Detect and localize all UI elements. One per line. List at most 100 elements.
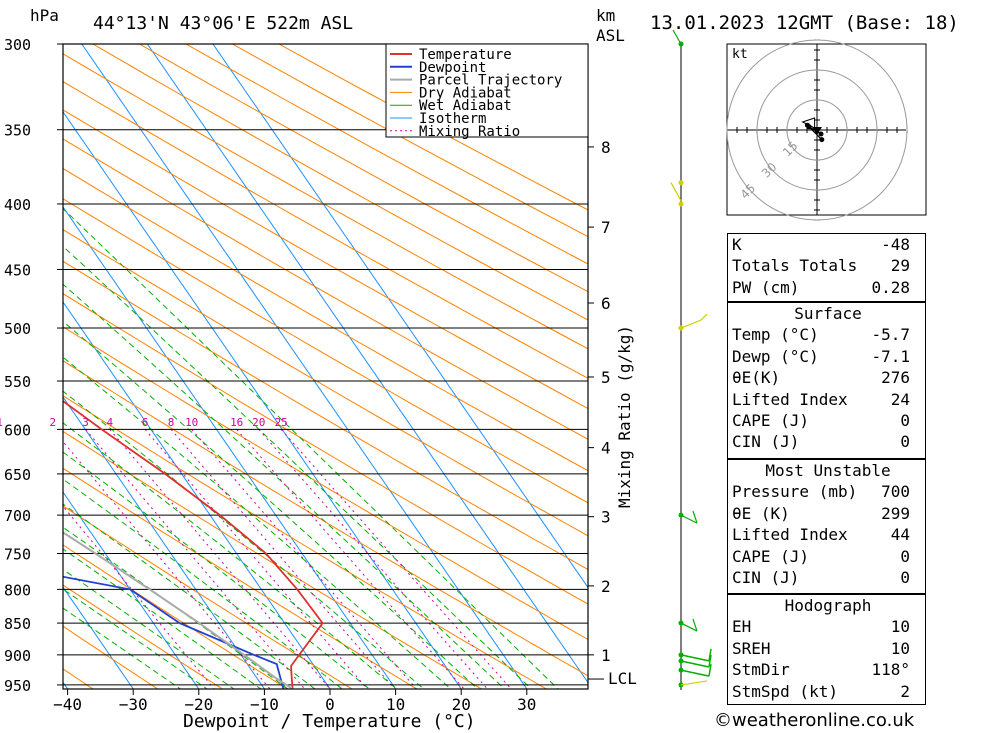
dry-adiabat-line	[184, 44, 588, 265]
surface-table: Surface Temp (°C) -5.7 Dewp (°C) -7.1 θE(K) 2…	[728, 303, 928, 453]
wind-barb-feather	[708, 654, 712, 668]
height-tick-label: 7	[601, 218, 611, 237]
dry-adiabat-line	[63, 198, 588, 504]
legend-entry: Wet Adiabat	[419, 98, 512, 114]
dry-adiabat-line	[63, 430, 483, 689]
dry-adiabat-line	[63, 505, 353, 689]
dry-adiabat-line	[63, 360, 588, 677]
wind-barb	[680, 514, 698, 524]
mixing-ratio-line	[63, 505, 215, 689]
wet-adiabat-line	[63, 356, 452, 689]
dry-adiabat-line	[63, 544, 289, 689]
wind-barb-feather	[700, 313, 708, 321]
dry-adiabat-line	[63, 326, 588, 641]
wind-barb-feather	[692, 618, 698, 632]
legend-entry: Dewpoint	[419, 60, 486, 76]
dry-adiabat-line	[138, 44, 588, 293]
mixing-ratio-label: 3	[82, 416, 89, 429]
hodograph-table-label: EH	[732, 617, 752, 637]
mixing-ratio-label: 8	[168, 416, 175, 429]
pressure-tick-label: 300	[4, 36, 31, 54]
most-unstable-row: Lifted Index 44	[728, 524, 928, 545]
height-tick-label: 6	[601, 294, 611, 313]
hodograph-table-row: EH 10	[728, 616, 928, 637]
isotherm-line	[63, 586, 134, 689]
most-unstable-row: CAPE (J) 0	[728, 546, 928, 567]
isotherm-line	[63, 301, 331, 689]
pressure-tick-label: 500	[4, 320, 31, 338]
mixing-ratio-labels: 1 2 3 4 6 8 10 16 20 25	[0, 416, 288, 429]
datetime-title: 13.01.2023 12GMT (Base: 18)	[650, 12, 959, 34]
dry-adiabat-line	[63, 138, 588, 440]
indices-row: K -48	[728, 234, 928, 255]
km-unit-label: km	[596, 6, 615, 25]
surface-label: CAPE (J)	[732, 411, 810, 431]
isobars	[63, 43, 588, 686]
wind-barb	[680, 660, 710, 668]
hodograph-point	[819, 137, 825, 143]
surface-value: 24	[890, 389, 910, 409]
temperature-tick-label: −20	[184, 695, 213, 714]
dry-adiabat-line	[63, 467, 418, 689]
most-unstable-value: 299	[881, 503, 910, 523]
plot-frame	[62, 43, 589, 690]
most-unstable-value: 0	[900, 546, 910, 566]
indices-row: Totals Totals 29	[728, 255, 928, 276]
wet-adiabat-line	[63, 451, 371, 689]
indices-label: K	[732, 235, 742, 254]
pressure-axis: 300 350 400 450 500 550 600 650 700 750 800 850 900 9…	[4, 36, 63, 695]
surface-label: Lifted Index	[732, 389, 848, 409]
bunkers-marker	[801, 117, 816, 129]
hodograph-table-row: StmDir 118°	[728, 659, 928, 680]
surface-value: 276	[881, 368, 910, 388]
dry-adiabat-line	[231, 44, 588, 238]
mixing-ratio-label: 10	[185, 416, 198, 429]
indices-label: PW (cm)	[732, 277, 800, 297]
hodograph-table-value: 2	[900, 681, 910, 701]
wet-adiabat-line	[63, 478, 344, 689]
wind-barb	[672, 29, 682, 45]
isotherm-line	[63, 491, 200, 689]
mixing-ratio-label: 6	[142, 416, 149, 429]
most-unstable-value: 0	[900, 568, 910, 588]
hodograph-ring	[756, 69, 878, 191]
isotherm-line	[63, 396, 266, 689]
hodograph-table-value: 10	[890, 638, 910, 658]
hodograph-table-value: 118°	[871, 660, 910, 680]
copyright-footer[interactable]: ©weatheronline.co.uk	[714, 710, 915, 731]
temperature-axis: −40 −30 −20 −10 0 10 20 30	[53, 689, 536, 714]
indices-value: 0.28	[871, 277, 910, 297]
most-unstable-label: θE (K)	[732, 503, 790, 523]
wet-adiabat-line	[63, 503, 316, 689]
wind-barb	[680, 654, 710, 662]
pressure-tick-label: 850	[4, 615, 31, 633]
legend-entry: Parcel Trajectory	[419, 73, 562, 89]
surface-row: Dewp (°C) -7.1	[728, 346, 928, 367]
legend-entry: Temperature	[419, 47, 512, 63]
legend-entry: Isotherm	[419, 111, 486, 127]
surface-label: Dewp (°C)	[732, 346, 819, 366]
hodograph-box: Hodograph EH 10 SREH 10 StmDir 118° StmSpd (kt…	[727, 594, 926, 705]
height-tick-label: 1	[601, 646, 611, 665]
hodograph-table-label: SREH	[732, 638, 771, 658]
wind-barb-feather	[692, 510, 698, 524]
wind-level-dot	[678, 180, 684, 186]
wind-profile	[670, 29, 712, 690]
pressure-tick-label: 450	[4, 261, 31, 279]
hodograph-unit-label: kt	[732, 47, 748, 62]
most-unstable-title: Most Unstable	[765, 461, 891, 480]
indices-value: -48	[881, 235, 910, 254]
dry-adiabat-line	[63, 229, 588, 537]
most-unstable-label: CIN (J)	[732, 568, 800, 588]
surface-label: CIN (J)	[732, 432, 800, 452]
wind-level-dot	[678, 201, 684, 207]
temperature-tick-label: −30	[119, 695, 148, 714]
mixing-ratio-label: 25	[275, 416, 288, 429]
height-tick-label: 2	[601, 577, 611, 596]
lcl-label: LCL	[608, 669, 637, 688]
pressure-tick-label: 650	[4, 466, 31, 484]
dry-adiabat-line	[91, 44, 588, 321]
dry-adiabat-line	[63, 625, 159, 689]
height-tick-label: 5	[601, 368, 611, 387]
